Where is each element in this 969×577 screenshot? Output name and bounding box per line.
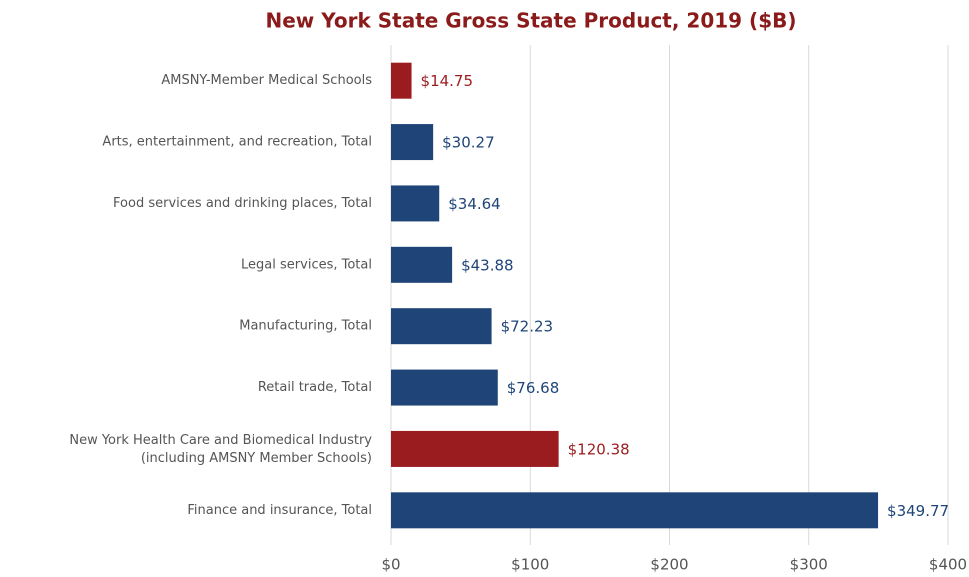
- value-label: $120.38: [568, 440, 630, 458]
- y-tick-label: Finance and insurance, Total: [187, 503, 372, 518]
- y-tick-label: AMSNY-Member Medical Schools: [161, 73, 372, 88]
- y-tick-label: Food services and drinking places, Total: [113, 196, 372, 211]
- value-label: $76.68: [507, 379, 559, 397]
- value-label: $349.77: [887, 502, 949, 520]
- y-tick-label: New York Health Care and Biomedical Indu…: [69, 432, 372, 465]
- x-tick-label: $0: [381, 556, 400, 574]
- bar: [391, 308, 492, 345]
- bar: [391, 124, 434, 161]
- value-label: $14.75: [421, 72, 474, 90]
- x-tick-label: $300: [790, 556, 828, 574]
- value-label: $30.27: [442, 134, 495, 152]
- bar: [391, 369, 498, 406]
- y-tick-label: Retail trade, Total: [258, 380, 372, 395]
- x-tick-label: $200: [650, 556, 688, 574]
- bar: [391, 62, 412, 99]
- value-label: $72.23: [501, 318, 554, 336]
- y-tick-label: Manufacturing, Total: [239, 319, 372, 334]
- bar: [391, 246, 453, 283]
- x-tick-label: $100: [511, 556, 549, 574]
- value-label: $34.64: [448, 195, 501, 213]
- bar: [391, 185, 440, 222]
- value-label: $43.88: [461, 256, 514, 274]
- bar: [391, 430, 559, 467]
- y-tick-label: Arts, entertainment, and recreation, Tot…: [102, 135, 372, 150]
- x-tick-label: $400: [929, 556, 967, 574]
- chart-title: New York State Gross State Product, 2019…: [265, 9, 796, 33]
- y-tick-label: Legal services, Total: [241, 257, 372, 272]
- bar: [391, 492, 879, 529]
